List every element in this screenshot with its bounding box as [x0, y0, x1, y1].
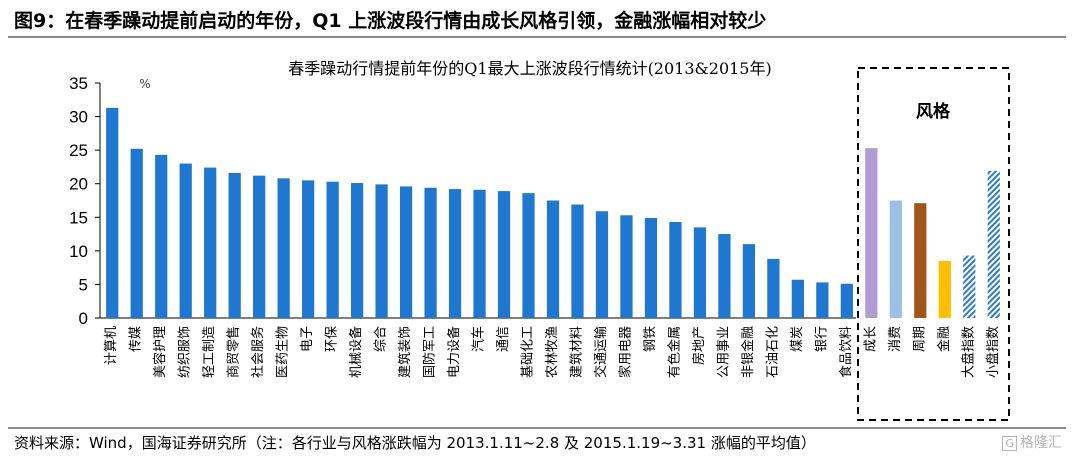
bar-有色金属 — [669, 221, 682, 318]
bar-家用电器 — [620, 215, 633, 318]
bar-计算机 — [106, 107, 119, 318]
bar-消费 — [889, 200, 902, 318]
bar-周期 — [914, 203, 927, 318]
x-tick-label: 电力设备 — [446, 326, 462, 378]
x-tick-label: 石油石化 — [765, 326, 780, 378]
x-tick-label: 商贸零售 — [226, 326, 242, 378]
bar-轻工制造 — [204, 167, 217, 318]
x-tick-label: 轻工制造 — [202, 326, 217, 378]
chart-title: 春季躁动行情提前年份的Q1最大上涨波段行情统计(2013&2015年) — [288, 59, 771, 78]
bar-社会服务 — [253, 175, 266, 318]
x-tick-label: 计算机 — [104, 326, 119, 365]
bar-美容护理 — [155, 154, 168, 318]
x-tick-label: 金融 — [936, 326, 952, 352]
bar-综合 — [375, 184, 388, 318]
bar-chart: 春季躁动行情提前年份的Q1最大上涨波段行情统计(2013&2015年) % 0 5… — [69, 59, 1010, 421]
x-tick-label: 钢铁 — [643, 326, 658, 352]
bar-石油石化 — [767, 258, 780, 318]
x-tick-label: 家用电器 — [617, 326, 633, 378]
watermark: G 格隆汇 — [1002, 432, 1062, 452]
bar-煤炭 — [791, 279, 804, 318]
x-tick-label: 电子 — [300, 326, 315, 352]
x-tick-label: 建筑材料 — [568, 326, 584, 378]
x-tick-label: 社会服务 — [250, 326, 266, 378]
bar-环保 — [326, 181, 339, 318]
x-tick-label: 公用事业 — [716, 326, 731, 378]
x-tick-label: 纺织服饰 — [178, 326, 193, 378]
x-tick-label: 通信 — [496, 326, 511, 352]
x-tick-label: 农林牧渔 — [545, 326, 560, 378]
bar-机械设备 — [350, 183, 364, 318]
y-unit-label: % — [139, 77, 150, 91]
x-tick-label: 机械设备 — [348, 326, 364, 378]
title-divider — [8, 36, 1066, 38]
y-tick-label: 30 — [69, 108, 88, 127]
bar-医药生物 — [277, 178, 290, 318]
bar-农林牧渔 — [546, 200, 560, 318]
watermark-text: 格隆汇 — [1020, 435, 1062, 451]
bar-电力设备 — [448, 189, 462, 318]
x-tick-label: 医药生物 — [276, 326, 291, 378]
bar-通信 — [497, 191, 511, 318]
x-tick-label: 有色金属 — [666, 326, 682, 378]
style-group-box — [857, 67, 1010, 421]
bar-公用事业 — [718, 234, 731, 318]
x-tick-label: 小盘指数 — [985, 326, 1001, 378]
bar-国防军工 — [424, 187, 437, 318]
bar-传媒 — [130, 148, 143, 318]
y-tick-label: 25 — [69, 141, 88, 160]
y-tick-label: 20 — [69, 175, 88, 194]
bar-交通运输 — [595, 211, 609, 318]
bar-基础化工 — [522, 193, 535, 318]
x-tick-label: 房地产 — [691, 326, 707, 365]
y-tick-label: 5 — [79, 275, 88, 294]
x-tick-label: 消费 — [888, 326, 903, 352]
gelonghui-logo-icon: G — [1002, 436, 1017, 451]
bar-食品饮料 — [840, 283, 853, 318]
x-tick-label: 煤炭 — [790, 326, 805, 352]
bar-成长 — [865, 148, 878, 318]
x-tick-label: 国防军工 — [422, 326, 438, 378]
bar-金融 — [938, 260, 951, 318]
x-tick-label: 食品饮料 — [838, 326, 854, 378]
x-tick-label: 环保 — [325, 326, 340, 352]
bar-建筑材料 — [571, 204, 584, 318]
bar-钢铁 — [644, 217, 658, 318]
x-tick-label: 交通运输 — [593, 326, 609, 378]
bar-商贸零售 — [228, 172, 241, 318]
x-tick-label: 汽车 — [471, 326, 487, 352]
bar-建筑装饰 — [399, 186, 413, 318]
bar-非银金融 — [742, 244, 756, 318]
x-tick-label: 周期 — [912, 326, 927, 352]
style-group-label: 风格 — [916, 101, 951, 122]
x-tick-label: 综合 — [374, 326, 389, 352]
x-tick-label: 大盘指数 — [960, 326, 976, 378]
bars — [106, 107, 1000, 318]
x-tick-label: 传媒 — [129, 326, 144, 352]
x-tick-label: 成长 — [863, 326, 878, 352]
x-tick-label: 美容护理 — [152, 326, 168, 378]
bar-汽车 — [473, 189, 486, 318]
source-divider — [8, 427, 1066, 429]
y-tick-label: 0 — [79, 309, 88, 328]
x-axis-labels: 计算机 传媒 美容护理 纺织服饰 轻工制造 商贸零售 社会服务 医药生物 电子 环保 机械设备 综合建… — [104, 326, 1001, 378]
y-tick-label: 15 — [69, 208, 88, 227]
x-tick-label: 银行 — [814, 326, 829, 352]
y-tick-label: 10 — [69, 242, 88, 261]
bar-房地产 — [693, 227, 707, 318]
bar-电子 — [302, 180, 315, 318]
x-tick-label: 非银金融 — [740, 326, 756, 378]
y-tick-label: 35 — [69, 74, 88, 93]
y-axis: 0 5 10 15 20 25 30 35 — [69, 74, 856, 328]
bar-银行 — [816, 282, 829, 318]
x-tick-label: 基础化工 — [521, 326, 536, 378]
bar-小盘指数 — [987, 170, 1000, 318]
source-note: 资料来源：Wind，国海证券研究所（注：各行业与风格涨跌幅为 2013.1.11… — [14, 434, 816, 452]
bar-大盘指数 — [963, 255, 976, 318]
figure-title: 图9：在春季躁动提前启动的年份，Q1 上涨波段行情由成长风格引领，金融涨幅相对较… — [14, 10, 767, 32]
bar-纺织服饰 — [179, 163, 192, 318]
x-tick-label: 建筑装饰 — [397, 326, 413, 378]
